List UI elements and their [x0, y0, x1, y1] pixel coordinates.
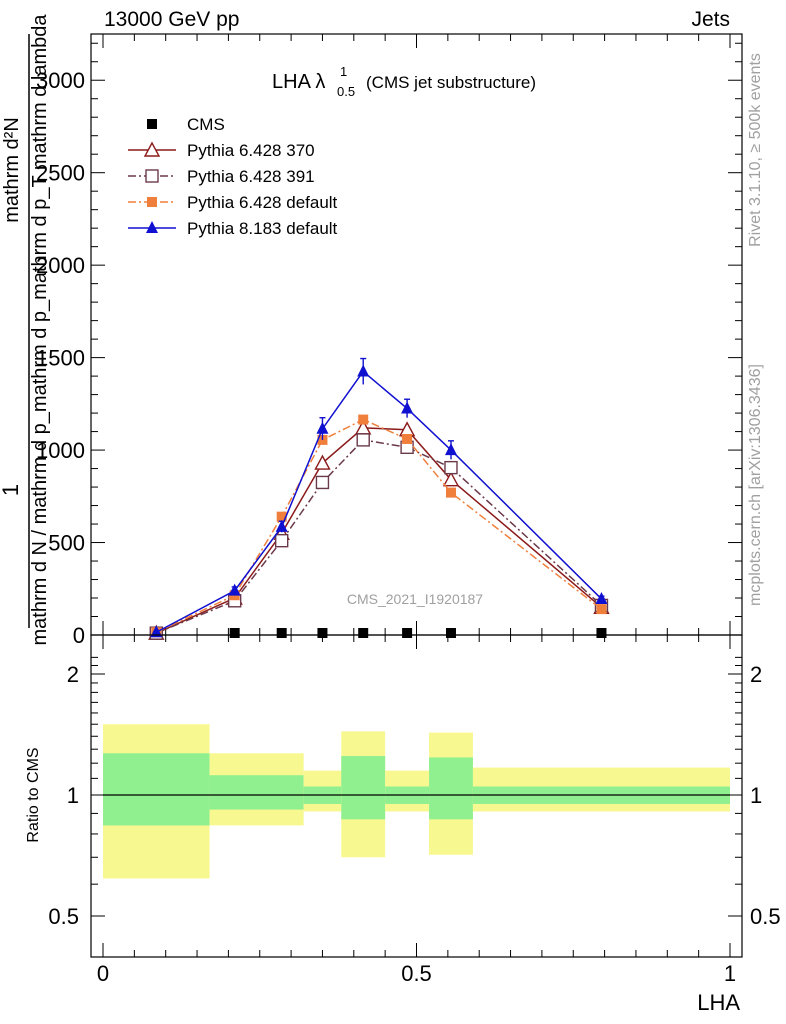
ratio-ytick-label-right: 2 [750, 662, 762, 687]
data-point [444, 460, 458, 475]
data-point [143, 141, 161, 157]
ratio-ylabel: Ratio to CMS [25, 747, 42, 842]
data-point [228, 583, 241, 596]
data-point [401, 401, 414, 414]
data-point [276, 628, 287, 638]
main-ytick-label: 500 [48, 531, 85, 556]
main-ylabel-denominator: mathrm d N / mathrm d p_mathrm d p_mathr… [29, 14, 51, 646]
series-line-3 [155, 418, 602, 633]
main-ytick-label: 0 [73, 623, 85, 648]
ratio-ytick-label: 0.5 [48, 904, 79, 929]
watermark: CMS_2021_I1920187 [347, 591, 483, 607]
series-line-4 [155, 370, 602, 633]
main-ytick-label: 1000 [36, 438, 85, 463]
legend-label-1: Pythia 6.428 370 [187, 141, 315, 160]
data-point [357, 364, 370, 377]
data-point [596, 628, 607, 638]
xlabel: LHA [697, 990, 740, 1015]
main-ylabel-line1: mathrm d²N [1, 117, 23, 223]
data-point [595, 591, 608, 604]
data-point [402, 433, 413, 444]
data-point [442, 471, 460, 487]
ratio-ytick-label-right: 0.5 [750, 904, 781, 929]
ratio-band-inner-1 [209, 775, 304, 810]
data-point [317, 628, 328, 638]
plot-title: LHA λ 1 0.5 (CMS jet substructure) [272, 64, 536, 99]
main-ytick-label: 2500 [36, 161, 85, 186]
header-process: Jets [691, 8, 730, 31]
legend: CMS Pythia 6.428 370 Pythia 6.428 391 Pythi… [128, 115, 338, 238]
data-point [316, 421, 329, 434]
ratio-xtick-label: 1 [724, 961, 736, 986]
title-main: LHA λ [272, 71, 325, 93]
data-point [150, 625, 163, 638]
data-point [314, 454, 331, 470]
ratio-panel: 0.5 0.5 1 1 2 2 0 0.5 1 [48, 634, 781, 986]
main-ytick-label: 1500 [36, 346, 85, 371]
ratio-ytick-label: 1 [67, 783, 79, 808]
data-point [596, 604, 607, 615]
data-point [275, 519, 288, 532]
main-ylabel-numerator: 1 [0, 484, 23, 496]
main-ytick-label: 2000 [36, 253, 85, 278]
legend-label-0: CMS [187, 115, 225, 134]
ratio-xtick-label: 0.5 [401, 961, 432, 986]
data-point [358, 628, 369, 638]
data-point [402, 628, 413, 638]
title-sup: 1 [340, 64, 347, 79]
series-0 [151, 628, 607, 638]
title-sub: 0.5 [337, 84, 355, 99]
mcplots-label: mcplots.cern.ch [arXiv:1306.3436] [747, 364, 764, 606]
data-point [358, 414, 369, 425]
data-point [229, 628, 240, 638]
data-point [146, 221, 158, 233]
data-point [276, 511, 287, 522]
data-point [147, 197, 157, 207]
header-energy: 13000 GeV pp [104, 8, 240, 31]
data-point [147, 119, 157, 129]
main-panel: 0 500 1000 1500 2000 2500 3000 CMS Pythia 6.428 … [36, 33, 743, 648]
main-ytick-label: 3000 [36, 68, 85, 93]
chart-labels: 1 mathrm d N / mathrm d p_mathrm d p_mat… [0, 14, 764, 1015]
ratio-band-inner-5 [429, 757, 473, 820]
legend-label-4: Pythia 8.183 default [187, 219, 338, 238]
ratio-band-inner-3 [341, 756, 386, 820]
legend-label-2: Pythia 6.428 391 [187, 167, 315, 186]
ratio-xtick-label: 0 [97, 961, 109, 986]
series-line-2 [156, 439, 602, 634]
ratio-band-inner-0 [103, 753, 210, 826]
ratio-ytick-label-right: 1 [750, 783, 762, 808]
data-point [444, 443, 457, 456]
data-point [356, 433, 370, 447]
data-point [274, 533, 289, 548]
rivet-label: Rivet 3.1.10, ≥ 500k events [747, 53, 764, 247]
legend-label-3: Pythia 6.428 default [187, 193, 338, 212]
data-point [445, 487, 456, 498]
title-note: (CMS jet substructure) [366, 73, 536, 92]
data-point [315, 475, 330, 490]
series-line-1 [155, 427, 602, 634]
series-4 [150, 357, 608, 638]
data-point [145, 169, 159, 183]
ratio-ytick-label: 2 [67, 662, 79, 687]
data-point [445, 628, 456, 638]
